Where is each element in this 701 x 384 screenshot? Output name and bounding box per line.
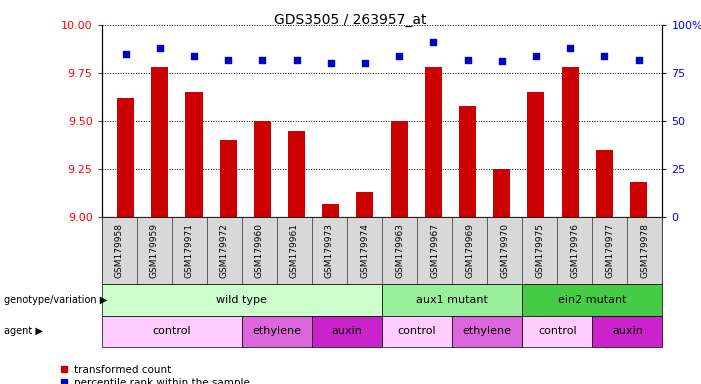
Text: agent ▶: agent ▶	[4, 326, 42, 336]
Text: GSM179963: GSM179963	[395, 223, 404, 278]
Text: control: control	[397, 326, 437, 336]
Bar	[459, 106, 476, 217]
Point	[496, 58, 508, 65]
Point	[120, 51, 131, 57]
Text: GSM179974: GSM179974	[360, 223, 369, 278]
Point	[462, 56, 473, 63]
Bar	[117, 98, 134, 217]
Text: auxin: auxin	[332, 326, 362, 336]
Bar	[390, 121, 408, 217]
Text: GSM179977: GSM179977	[606, 223, 614, 278]
Point	[564, 45, 576, 51]
Point	[633, 56, 644, 63]
Point	[428, 39, 439, 45]
Text: GSM179972: GSM179972	[220, 223, 229, 278]
Bar	[527, 92, 545, 217]
Bar	[151, 67, 168, 217]
Text: ein2 mutant: ein2 mutant	[558, 295, 627, 305]
Point	[189, 53, 200, 59]
Text: GSM179978: GSM179978	[641, 223, 649, 278]
Point	[257, 56, 268, 63]
Text: GSM179969: GSM179969	[465, 223, 474, 278]
Bar	[322, 204, 339, 217]
Text: GSM179976: GSM179976	[571, 223, 579, 278]
Text: control: control	[152, 326, 191, 336]
Text: GSM179959: GSM179959	[150, 223, 158, 278]
Point	[154, 45, 165, 51]
Point	[393, 53, 404, 59]
Text: GDS3505 / 263957_at: GDS3505 / 263957_at	[274, 13, 427, 27]
Bar	[562, 67, 578, 217]
Point	[325, 60, 336, 66]
Text: ethylene: ethylene	[252, 326, 301, 336]
Point	[222, 56, 233, 63]
Text: GSM179961: GSM179961	[290, 223, 299, 278]
Bar	[219, 140, 237, 217]
Point	[599, 53, 610, 59]
Point	[291, 56, 302, 63]
Bar	[425, 67, 442, 217]
Point	[360, 60, 371, 66]
Text: GSM179970: GSM179970	[501, 223, 509, 278]
Point	[531, 53, 542, 59]
Text: GSM179975: GSM179975	[536, 223, 544, 278]
Bar	[494, 169, 510, 217]
Text: control: control	[538, 326, 577, 336]
Text: aux1 mutant: aux1 mutant	[416, 295, 488, 305]
Bar	[596, 150, 613, 217]
Bar	[288, 131, 305, 217]
Text: genotype/variation ▶: genotype/variation ▶	[4, 295, 107, 305]
Text: ethylene: ethylene	[463, 326, 512, 336]
Text: GSM179958: GSM179958	[115, 223, 123, 278]
Bar	[356, 192, 374, 217]
Text: GSM179971: GSM179971	[185, 223, 193, 278]
Text: GSM179973: GSM179973	[325, 223, 334, 278]
Text: auxin: auxin	[612, 326, 643, 336]
Bar	[254, 121, 271, 217]
Text: GSM179960: GSM179960	[255, 223, 264, 278]
Text: wild type: wild type	[217, 295, 267, 305]
Bar	[186, 92, 203, 217]
Bar	[630, 182, 647, 217]
Text: GSM179967: GSM179967	[430, 223, 439, 278]
Legend: transformed count, percentile rank within the sample: transformed count, percentile rank withi…	[54, 361, 254, 384]
